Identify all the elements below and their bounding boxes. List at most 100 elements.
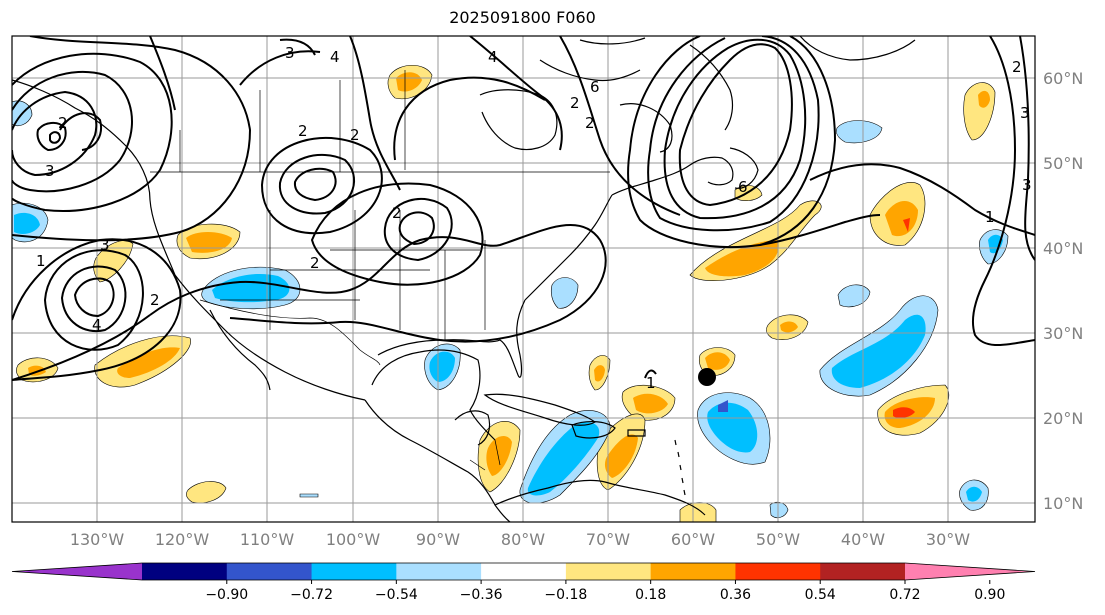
colorbar-swatch xyxy=(735,563,821,580)
lat-label: 50°N xyxy=(1043,154,1083,173)
anomaly-positive xyxy=(903,218,910,232)
anomaly-negative xyxy=(550,277,579,309)
contour-label: 4 xyxy=(330,48,340,66)
contour-label: 3 xyxy=(45,162,55,180)
contour-label: 4 xyxy=(488,48,498,66)
longitude-labels: 130°W 120°W 110°W 100°W 90°W 80°W 70°W 6… xyxy=(70,530,970,549)
lon-label: 30°W xyxy=(926,530,970,549)
colorbar-swatch xyxy=(311,563,397,580)
anomaly-positive xyxy=(893,407,915,419)
anomaly-positive xyxy=(705,240,779,277)
lon-label: 70°W xyxy=(586,530,630,549)
contour-label: 6 xyxy=(738,178,748,196)
anomaly-negative xyxy=(527,422,600,496)
anomaly-positive xyxy=(604,434,638,478)
anomaly-positive xyxy=(594,365,605,382)
lon-label: 100°W xyxy=(326,530,381,549)
colorbar-swatch xyxy=(565,563,652,580)
contour-label: 2 xyxy=(350,126,360,144)
colorbar-tick-label: −0.90 xyxy=(205,587,248,603)
lat-label: 30°N xyxy=(1043,324,1083,343)
plot-frame xyxy=(11,35,1036,523)
lon-label: 80°W xyxy=(501,530,545,549)
contour-label: 3 xyxy=(285,44,295,62)
map-title: 2025091800 F060 xyxy=(449,8,596,27)
colorbar-tick-label: −0.18 xyxy=(544,587,587,603)
anomaly-negative xyxy=(14,212,40,234)
contour-label: 1 xyxy=(985,208,995,226)
shaded-anomalies xyxy=(12,64,1009,522)
contour-label: 2 xyxy=(298,122,308,140)
lon-label: 50°W xyxy=(756,530,800,549)
contour-label: 2 xyxy=(310,254,320,272)
colorbar-tick-label: −0.36 xyxy=(460,587,503,603)
contour-label: 2 xyxy=(150,291,160,309)
colorbar-tick-label: −0.54 xyxy=(375,587,418,603)
contour-label: 2 xyxy=(585,114,595,132)
colorbar-extend-high xyxy=(905,563,1035,580)
contour-label: 1 xyxy=(36,252,46,270)
contour-label-group: 2 3 4 2 2 2 3 4 6 2 2 1 2 4 2 3 3 1 1 6 … xyxy=(36,44,1032,392)
anomaly-negative xyxy=(718,400,728,412)
anomaly-positive xyxy=(486,436,512,476)
colorbar-swatch xyxy=(481,563,567,580)
anomaly-negative xyxy=(837,284,871,308)
anomaly-negative xyxy=(966,486,982,502)
lat-label: 20°N xyxy=(1043,409,1083,428)
contour-label: 2 xyxy=(570,94,580,112)
anomaly-negative xyxy=(988,234,1003,254)
colorbar-outline xyxy=(11,562,1036,581)
anomaly-positive xyxy=(885,200,918,237)
colorbar-swatch xyxy=(820,563,906,580)
political-borders xyxy=(150,70,610,471)
lon-label: 130°W xyxy=(70,530,125,549)
contour-label: 4 xyxy=(92,316,102,334)
colorbar-extend-low xyxy=(12,563,142,580)
latitude-labels: 60°N 50°N 40°N 30°N 20°N 10°N xyxy=(1043,69,1083,513)
anomaly-positive xyxy=(396,72,422,92)
contour-label: 2 xyxy=(1012,58,1022,76)
anomaly-negative xyxy=(769,501,789,519)
colorbar-tick-label: 0.36 xyxy=(720,587,751,603)
contour-label: 3 xyxy=(100,236,110,254)
lat-label: 60°N xyxy=(1043,69,1083,88)
lon-label: 120°W xyxy=(155,530,210,549)
lon-label: 90°W xyxy=(416,530,460,549)
contour-lines xyxy=(12,36,1035,381)
colorbar: −0.90 −0.72 −0.54 −0.36 −0.18 0.18 0.36 0.54 0.7… xyxy=(11,562,1036,603)
anomaly-negative xyxy=(299,493,319,498)
contour-label: 3 xyxy=(1020,104,1030,122)
anomaly-positive xyxy=(117,347,180,378)
colorbar-swatch xyxy=(396,563,482,580)
colorbar-tick-label: 0.72 xyxy=(889,587,920,603)
anomaly-negative xyxy=(707,402,758,453)
anomaly-positive xyxy=(186,481,227,504)
anomaly-positive xyxy=(978,90,990,108)
colorbar-tick-label: 0.90 xyxy=(974,587,1005,603)
contour-label: 6 xyxy=(590,78,600,96)
contour-label: 3 xyxy=(1022,176,1032,194)
lon-label: 60°W xyxy=(671,530,715,549)
anomaly-positive xyxy=(679,502,717,522)
contour-label: 2 xyxy=(58,114,68,132)
colorbar-tick-label: −0.72 xyxy=(290,587,333,603)
lat-label: 10°N xyxy=(1043,494,1083,513)
colorbar-swatch xyxy=(142,563,228,580)
lat-label: 40°N xyxy=(1043,239,1083,258)
coastlines xyxy=(12,36,916,522)
location-marker xyxy=(698,368,716,386)
anomaly-positive xyxy=(705,352,730,370)
contour-label: 1 xyxy=(646,374,656,392)
anomaly-negative xyxy=(429,351,455,382)
lon-label: 40°W xyxy=(841,530,885,549)
contour-label: 2 xyxy=(392,204,402,222)
anomaly-positive xyxy=(780,321,798,333)
lon-label: 110°W xyxy=(240,530,295,549)
colorbar-swatch xyxy=(650,563,736,580)
colorbar-swatch xyxy=(226,563,313,580)
anomaly-negative xyxy=(836,120,883,144)
colorbar-tick-label: 0.18 xyxy=(635,587,666,603)
anomaly-positive xyxy=(633,393,668,414)
colorbar-tick-label: 0.54 xyxy=(805,587,836,603)
